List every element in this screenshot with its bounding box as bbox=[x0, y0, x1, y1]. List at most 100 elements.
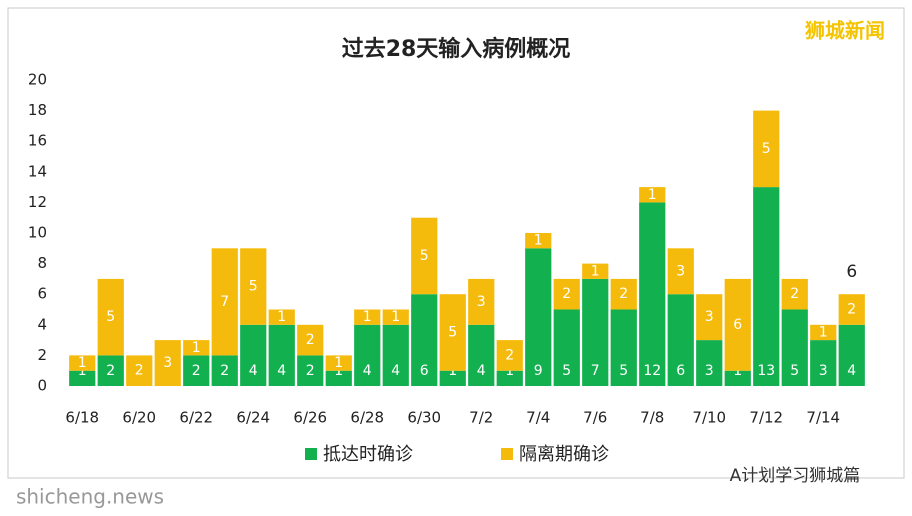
y-tick-label: 18 bbox=[28, 101, 47, 119]
y-tick-label: 20 bbox=[28, 71, 47, 89]
data-label: 7 bbox=[591, 363, 600, 379]
x-tick-label: 7/2 bbox=[469, 409, 493, 427]
data-label: 3 bbox=[705, 309, 714, 325]
bar-segment bbox=[97, 278, 124, 356]
bar-segment bbox=[810, 324, 837, 341]
bar-segment bbox=[268, 309, 295, 325]
data-label: 1 bbox=[78, 355, 87, 371]
data-label: 1 bbox=[733, 363, 742, 379]
data-label: 6 bbox=[676, 363, 685, 379]
data-label: 2 bbox=[562, 286, 571, 302]
data-label: 2 bbox=[106, 363, 115, 379]
x-tick-label: 6/26 bbox=[293, 409, 327, 427]
x-tick-label: 7/14 bbox=[806, 409, 840, 427]
total-label: 6 bbox=[846, 262, 857, 282]
legend-label: 隔离期确诊 bbox=[519, 444, 609, 465]
data-label: 2 bbox=[306, 363, 315, 379]
bar-segment bbox=[354, 309, 381, 325]
bar-segment bbox=[639, 202, 666, 386]
watermark: 狮城新闻 bbox=[805, 19, 885, 43]
bar-segment bbox=[553, 309, 580, 386]
bar-segment bbox=[582, 278, 609, 386]
bar-segment bbox=[183, 355, 210, 386]
data-label: 1 bbox=[78, 363, 87, 379]
bar-segment bbox=[297, 324, 324, 356]
x-tick-label: 7/6 bbox=[583, 409, 607, 427]
data-label: 1 bbox=[505, 363, 514, 379]
bar-segment bbox=[240, 248, 267, 325]
bar-segment bbox=[268, 324, 295, 386]
bar-segment bbox=[354, 324, 381, 386]
data-label: 2 bbox=[220, 363, 229, 379]
data-label: 4 bbox=[249, 363, 258, 379]
bar-segment bbox=[667, 248, 694, 295]
x-tick-label: 7/4 bbox=[526, 409, 550, 427]
data-label: 6 bbox=[733, 317, 742, 333]
data-label: 4 bbox=[391, 363, 400, 379]
data-label: 5 bbox=[562, 363, 571, 379]
y-tick-label: 16 bbox=[28, 132, 47, 150]
y-tick-label: 12 bbox=[28, 193, 47, 211]
watermark: A计划学习狮城篇 bbox=[730, 466, 861, 486]
data-label: 5 bbox=[619, 363, 628, 379]
bar-segment bbox=[610, 309, 637, 386]
data-label: 4 bbox=[363, 363, 372, 379]
bar-segment bbox=[325, 370, 352, 386]
data-label: 1 bbox=[334, 363, 343, 379]
bar-segment bbox=[211, 355, 238, 386]
chart-title: 过去28天输入病例概况 bbox=[342, 36, 571, 62]
x-tick-label: 6/24 bbox=[236, 409, 270, 427]
x-tick-label: 6/18 bbox=[65, 409, 99, 427]
bar-segment bbox=[468, 324, 495, 386]
x-tick-label: 7/10 bbox=[692, 409, 726, 427]
bar-segment bbox=[154, 340, 181, 386]
data-label: 6 bbox=[420, 363, 429, 379]
data-label: 4 bbox=[477, 363, 486, 379]
x-tick-label: 6/28 bbox=[350, 409, 384, 427]
bar-segment bbox=[496, 370, 523, 386]
bar-segment bbox=[211, 248, 238, 356]
data-label: 3 bbox=[819, 363, 828, 379]
data-label: 5 bbox=[249, 279, 258, 295]
bar-segment bbox=[240, 324, 267, 386]
y-tick-label: 14 bbox=[28, 162, 47, 180]
bar-segment bbox=[382, 309, 409, 325]
bar-segment bbox=[525, 248, 552, 386]
bar-segment bbox=[753, 187, 780, 386]
bar-segment bbox=[753, 110, 780, 188]
data-label: 4 bbox=[277, 363, 286, 379]
data-label: 2 bbox=[135, 363, 144, 379]
data-label: 3 bbox=[477, 294, 486, 310]
bar-segment bbox=[325, 355, 352, 371]
bar-segment bbox=[496, 340, 523, 371]
x-tick-label: 7/8 bbox=[640, 409, 664, 427]
bar-segment bbox=[724, 370, 751, 386]
bar-segment bbox=[639, 187, 666, 203]
x-tick-label: 6/30 bbox=[407, 409, 441, 427]
data-label: 1 bbox=[363, 309, 372, 325]
y-tick-label: 8 bbox=[37, 254, 47, 272]
bar-segment bbox=[69, 370, 96, 386]
bar-segment bbox=[297, 355, 324, 386]
bar-segment bbox=[97, 355, 124, 386]
data-label: 3 bbox=[705, 363, 714, 379]
data-label: 9 bbox=[534, 363, 543, 379]
bar-segment bbox=[724, 278, 751, 371]
data-label: 1 bbox=[277, 309, 286, 325]
bar-segment bbox=[411, 294, 438, 386]
bar-segment bbox=[553, 278, 580, 310]
data-label: 5 bbox=[448, 324, 457, 340]
data-label: 2 bbox=[505, 347, 514, 363]
bar-segment bbox=[382, 324, 409, 386]
data-label: 1 bbox=[334, 355, 343, 371]
bar-segment bbox=[69, 355, 96, 371]
data-label: 2 bbox=[619, 286, 628, 302]
y-tick-label: 4 bbox=[37, 315, 47, 333]
legend-label: 抵达时确诊 bbox=[323, 444, 413, 465]
bar-segment bbox=[411, 217, 438, 295]
y-tick-label: 2 bbox=[37, 346, 47, 364]
data-label: 2 bbox=[192, 363, 201, 379]
bar-segment bbox=[838, 324, 865, 386]
data-label: 3 bbox=[676, 263, 685, 279]
bar-segment bbox=[810, 340, 837, 386]
